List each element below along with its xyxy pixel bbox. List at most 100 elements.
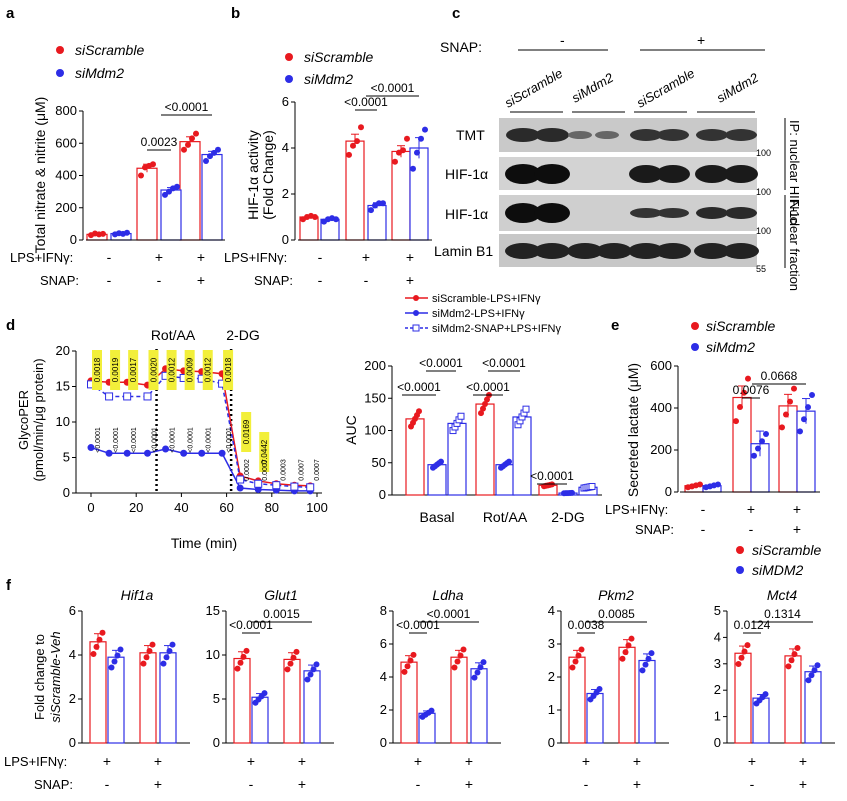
blot-row-label-4: Lamin B1 [434, 243, 493, 259]
f-mct4-sig-label: 0.1314 [764, 607, 801, 621]
f-mct4-lps-value: + [748, 753, 756, 769]
legend-f-mdm2: siMDM2 [752, 562, 804, 578]
d-point [143, 392, 152, 401]
e-point [791, 385, 797, 392]
b-lps-value: + [362, 249, 370, 265]
f-ldha-point [407, 657, 414, 664]
b-point [380, 200, 386, 207]
e-point [797, 428, 803, 435]
e-point [763, 431, 769, 438]
b-snap-value: - [364, 272, 369, 288]
f-hif1a-point [99, 629, 106, 636]
d-x-label: Time (min) [171, 535, 237, 551]
f-glut1-point [313, 661, 320, 668]
e-snap-value: - [749, 521, 754, 537]
e-lps-label: LPS+IFNγ: [605, 502, 668, 517]
f-mct4-y-tick-label: 5 [714, 603, 721, 618]
b-point [418, 135, 424, 142]
b-y-tick-label: 0 [282, 232, 289, 247]
b-point [422, 126, 428, 133]
f-hif1a-point [108, 664, 115, 671]
f-hif1a-y-tick-label: 4 [69, 647, 76, 662]
b-y-tick-label: 2 [282, 186, 289, 201]
legend-b-mdm2: siMdm2 [304, 71, 353, 87]
f-mct4-point [744, 642, 751, 649]
a-y-tick-label: 400 [55, 168, 77, 183]
f-hif1a-point [117, 646, 124, 653]
d-point [306, 483, 315, 492]
f-ldha-point [428, 707, 435, 714]
f-hif1a-lps-value: + [103, 753, 111, 769]
a-point [189, 135, 195, 142]
b-point [400, 147, 406, 154]
e-bar [732, 396, 752, 493]
auc-point [588, 482, 596, 490]
d-point [105, 392, 114, 401]
d-pval-highlight [148, 350, 159, 390]
f-glut1-point [310, 666, 317, 673]
a-snap-label: SNAP: [40, 273, 79, 288]
f-hif1a-point [169, 641, 176, 648]
auc-sig-label: <0.0001 [482, 356, 526, 370]
d-mark-2dg: 2-DG [226, 327, 259, 343]
f-pkm2-point [572, 658, 579, 665]
panel-label-e: e [611, 317, 619, 334]
f-hif1a-point [111, 658, 118, 665]
auc-point [438, 458, 444, 465]
b-point [404, 135, 410, 142]
b-sig-label: <0.0001 [371, 81, 415, 95]
f-mct4-y-tick-label: 3 [714, 656, 721, 671]
d-pval-bottom: 0.0007 [298, 459, 305, 481]
f-ldha-y-tick-label: 4 [380, 669, 387, 684]
f-hif1a-y-tick-label: 0 [69, 735, 76, 750]
a-point [193, 130, 199, 137]
a-bar [179, 141, 201, 241]
f-pkm2-y-tick-label: 0 [548, 735, 555, 750]
blot-marker-3: 100 [756, 226, 771, 236]
f-hif1a-point [160, 660, 167, 667]
legend-e: siScramble siMdm2 [691, 318, 775, 355]
f-mct4-point [791, 651, 798, 658]
f-pkm2-point [648, 650, 655, 657]
f-ldha-point [471, 674, 478, 681]
e-y-tick-label: 400 [650, 400, 672, 415]
f-ldha-y-tick-label: 8 [380, 603, 387, 618]
f-ldha-title: Ldha [432, 587, 463, 603]
legend-a-mdm2: siMdm2 [75, 65, 124, 81]
f-glut1-sig-label: 0.0015 [263, 607, 300, 621]
f-ldha-snap-value: - [416, 776, 421, 792]
e-point [737, 403, 743, 410]
e-snap-label: SNAP: [635, 522, 674, 537]
a-point [215, 146, 221, 153]
f-ldha-point [474, 669, 481, 676]
f-pkm2-point [569, 664, 576, 671]
legend-e-scramble: siScramble [706, 318, 775, 334]
blot-lane-1: siScramble [502, 65, 565, 110]
b-point [346, 151, 352, 158]
d-pval-top: 0.0018 [224, 357, 233, 382]
f-ldha-point [451, 664, 458, 671]
d-pval-bottom: 0.0002 [244, 459, 251, 481]
d-point [198, 449, 206, 457]
d-x-tick-label: 100 [306, 500, 328, 515]
auc-point [457, 412, 465, 420]
e-lps-value: + [793, 501, 801, 517]
a-point [166, 188, 172, 195]
f-glut1-snap-value: + [298, 776, 306, 792]
e-bar [778, 405, 798, 493]
f-glut1-point [243, 647, 250, 654]
d-pval-top: 0.0012 [168, 357, 177, 382]
e-snap-value: - [701, 521, 706, 537]
d-pval-top: 0.0169 [242, 419, 251, 444]
e-lps-value: - [701, 501, 706, 517]
a-point [207, 153, 213, 160]
f-pkm2-title: Pkm2 [598, 587, 634, 603]
blot-side-nuclear: Nuclear fraction [787, 200, 802, 291]
e-point [697, 481, 703, 488]
d-x-tick-label: 0 [87, 500, 94, 515]
auc-point [482, 401, 488, 408]
blot-lane-3: siScramble [634, 65, 697, 110]
f-glut1-point [237, 659, 244, 666]
b-snap-value: - [318, 272, 323, 288]
